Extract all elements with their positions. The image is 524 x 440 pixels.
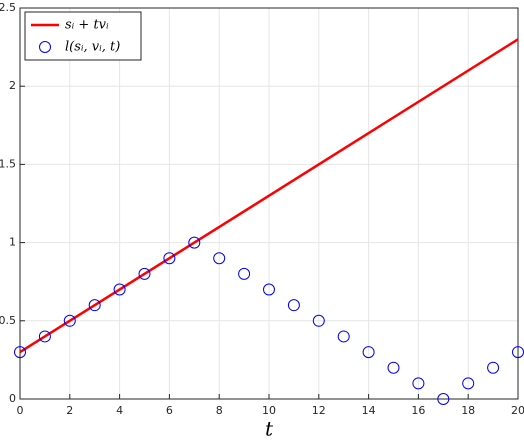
scatter-point [287, 299, 300, 312]
scatter-point [14, 346, 26, 359]
scatter-point [88, 299, 101, 312]
y-tick-label: 1.5 [0, 157, 16, 170]
x-tick-label: 20 [511, 404, 524, 417]
x-tick-label: 8 [216, 404, 223, 417]
scatter-point [437, 393, 450, 405]
y-tick-label: 0.5 [0, 314, 16, 327]
x-tick-label: 12 [312, 404, 326, 417]
x-tick-label: 6 [166, 404, 173, 417]
y-tick-label: 2.5 [0, 1, 16, 14]
x-tick-label: 10 [262, 404, 276, 417]
scatter-point [412, 377, 425, 390]
y-tick-label: 1 [9, 236, 16, 249]
scatter-point [138, 267, 151, 280]
scatter-point [113, 283, 126, 296]
axes-box [19, 7, 519, 400]
scatter-point [462, 377, 475, 390]
x-tick-label: 18 [461, 404, 475, 417]
scatter-point [263, 283, 275, 296]
legend-label: l(sᵢ, vᵢ, t) [65, 40, 120, 55]
scatter-point [163, 252, 176, 265]
legend-swatch [39, 41, 51, 53]
x-axis-label: t [265, 417, 274, 440]
y-tick-label: 0 [9, 392, 16, 405]
x-tick-label: 4 [116, 404, 123, 417]
x-tick-label: 2 [66, 404, 73, 417]
scatter-point [238, 267, 251, 280]
scatter-point [312, 314, 325, 327]
scatter-point [387, 361, 400, 374]
scatter-point [38, 330, 51, 343]
scatter-point [188, 236, 201, 249]
y-tick-label: 2 [9, 79, 16, 92]
line-series [19, 38, 519, 354]
scatter-point [362, 346, 375, 359]
x-tick-label: 14 [362, 404, 376, 417]
scatter-point [487, 361, 500, 374]
legend-label: sᵢ + tvᵢ [65, 18, 109, 33]
x-tick-label: 0 [17, 404, 24, 417]
scatter-point [213, 252, 226, 265]
scatter-point [63, 314, 76, 327]
scatter-point [337, 330, 350, 343]
x-tick-label: 16 [411, 404, 425, 417]
